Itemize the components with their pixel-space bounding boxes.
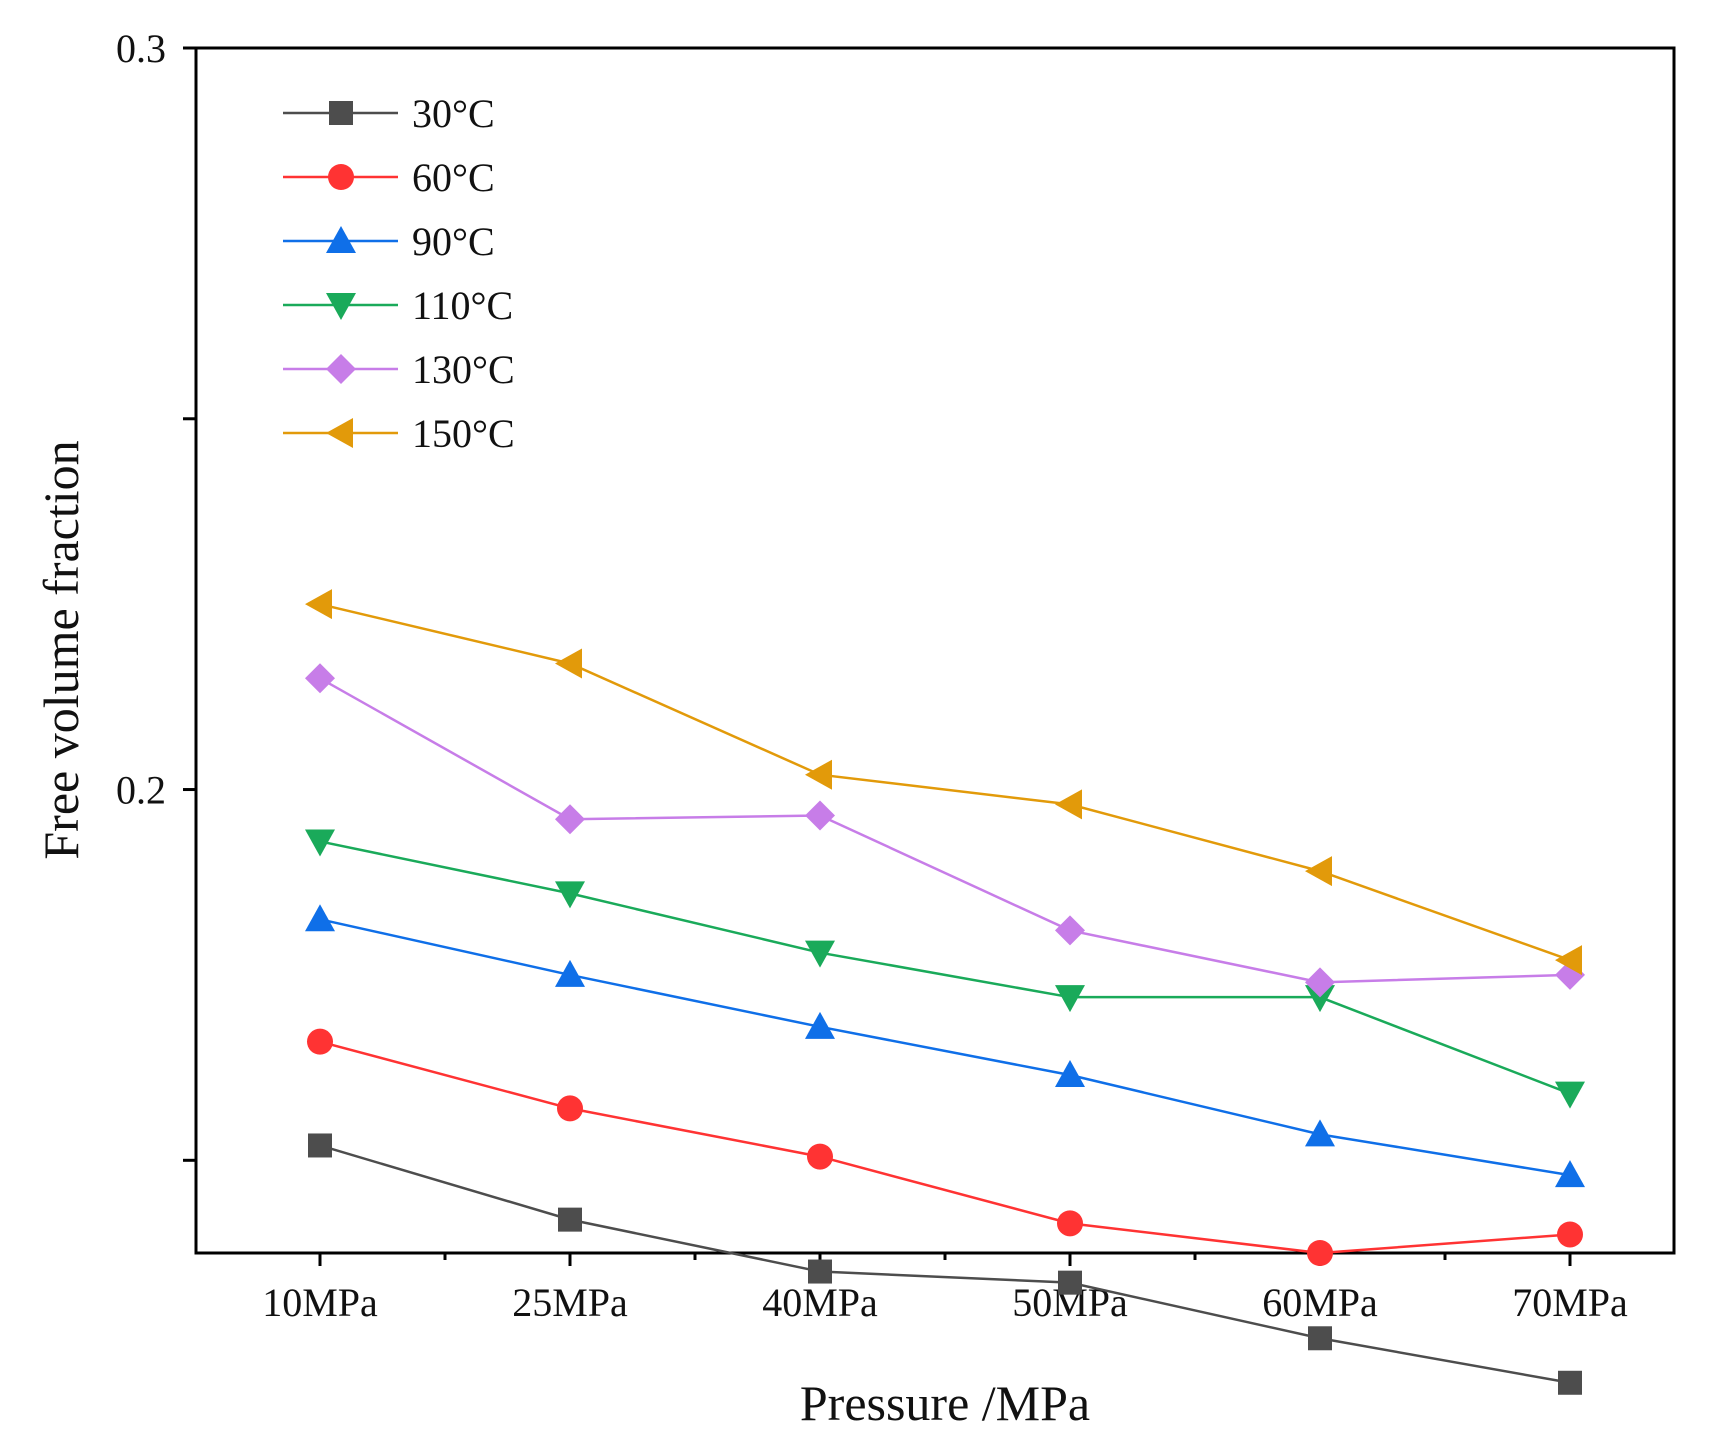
data-point [1305, 985, 1335, 1013]
legend-label: 90°C [412, 219, 495, 264]
data-point [1305, 1119, 1335, 1147]
legend: 30°C 60°C 90°C 110°C 130°C 150°C [283, 91, 515, 456]
legend-marker [328, 164, 354, 190]
series-line [319, 918, 1571, 1177]
data-point [1555, 1081, 1585, 1109]
data-point [808, 1259, 832, 1284]
legend-marker [326, 226, 356, 253]
data-point [1057, 1210, 1083, 1237]
series-line [319, 677, 1571, 984]
data-point [805, 1011, 835, 1039]
data-point [557, 1095, 583, 1122]
series-110CC [305, 829, 1585, 1109]
data-point [1055, 1060, 1085, 1088]
data-point [307, 1028, 333, 1055]
data-point [1055, 789, 1082, 820]
data-point [1555, 1160, 1585, 1188]
legend-item: 30°C [283, 91, 495, 136]
legend-marker [326, 418, 353, 448]
legend-item: 110°C [283, 283, 513, 328]
data-point [555, 881, 585, 909]
legend-label: 130°C [412, 347, 515, 392]
y-tick-label: 0.2 [116, 768, 166, 813]
data-point [807, 1143, 833, 1170]
legend-item: 130°C [283, 347, 515, 392]
series-30CC [308, 1133, 1582, 1395]
x-axis-ticks: 10MPa 25MPa 40MPa 50MPa 60MPa 70MPa [262, 1253, 1628, 1325]
data-point [558, 1207, 582, 1232]
legend-marker [326, 354, 356, 384]
legend-label: 60°C [412, 155, 495, 200]
y-axis-ticks: 0.3 0.2 [116, 26, 196, 1162]
data-point [555, 804, 585, 835]
data-point [1055, 915, 1085, 946]
data-point [308, 1133, 332, 1158]
data-point [1305, 856, 1332, 887]
legend-marker [326, 293, 356, 320]
data-point [1055, 985, 1085, 1013]
series-130CC [305, 663, 1585, 998]
data-point [305, 904, 335, 932]
series-150CC [305, 589, 1582, 976]
legend-item: 60°C [283, 155, 495, 200]
series-line [319, 840, 1571, 1095]
data-point [805, 759, 832, 790]
x-tick-label: 25MPa [512, 1280, 628, 1325]
legend-label: 150°C [412, 411, 515, 456]
data-point [555, 648, 582, 679]
series-line [319, 1144, 1571, 1384]
data-point [305, 663, 335, 694]
x-axis-title: Pressure /MPa [800, 1375, 1090, 1431]
data-point [1305, 967, 1335, 998]
x-tick-label: 60MPa [1262, 1280, 1378, 1325]
legend-marker [329, 101, 353, 125]
legend-label: 30°C [412, 91, 495, 136]
plot-frame [194, 46, 1676, 1255]
series-line [319, 602, 1571, 962]
data-point [1058, 1270, 1082, 1295]
data-point [555, 959, 585, 987]
y-tick-label: 0.3 [116, 26, 166, 71]
data-point [805, 800, 835, 831]
legend-item: 90°C [283, 219, 495, 264]
data-point [1555, 945, 1582, 976]
series-60CC [307, 1028, 1583, 1266]
data-point [1307, 1240, 1333, 1266]
legend-item: 150°C [283, 411, 515, 456]
legend-label: 110°C [412, 283, 513, 328]
data-point [305, 829, 335, 857]
x-tick-label: 10MPa [262, 1280, 378, 1325]
data-point [1557, 1221, 1583, 1248]
series-layer [305, 589, 1585, 1395]
data-point [805, 940, 835, 968]
x-tick-label: 70MPa [1512, 1280, 1628, 1325]
x-tick-label: 40MPa [762, 1280, 878, 1325]
y-axis-title: Free volume fraction [33, 440, 89, 859]
series-line [319, 1040, 1571, 1255]
series-90CC [305, 904, 1585, 1188]
data-point [1308, 1326, 1332, 1351]
data-point [1558, 1370, 1582, 1395]
data-point [305, 589, 332, 620]
